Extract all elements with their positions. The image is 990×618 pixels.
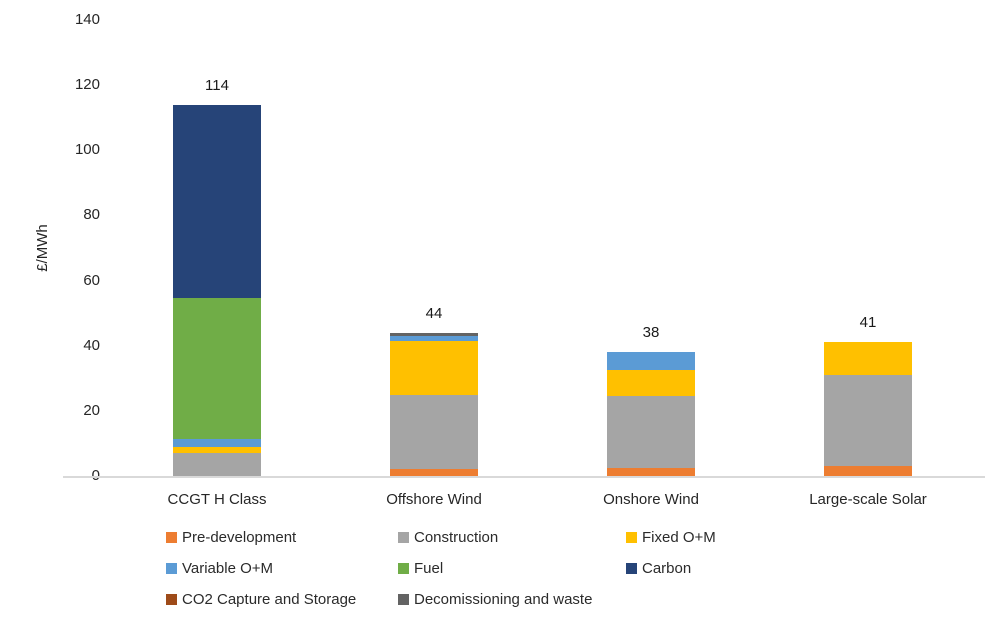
x-axis-line [63, 476, 985, 478]
legend-item-fixed-o-m: Fixed O+M [626, 527, 716, 547]
legend-item-variable-o-m: Variable O+M [166, 558, 273, 578]
bar-total-label: 114 [205, 76, 229, 94]
bar-segment-fixed-o-m [173, 446, 261, 454]
bar-total-label: 44 [425, 304, 443, 322]
bar-segment-variable-o-m [173, 438, 261, 447]
legend-swatch-icon [398, 593, 409, 605]
legend-label: Carbon [642, 559, 692, 577]
y-tick-label: 80 [83, 206, 100, 224]
legend-swatch-icon [166, 593, 177, 605]
bar-segment-fixed-o-m [824, 342, 912, 376]
y-axis-title: £/MWh [34, 224, 51, 272]
bar-segment-fuel [173, 298, 261, 439]
legend-label: Fuel [414, 559, 444, 577]
x-axis-label: Onshore Wind [603, 491, 699, 508]
legend-item-carbon: Carbon [626, 558, 691, 578]
legend-swatch-icon [398, 562, 409, 574]
bar-segment-fixed-o-m [390, 340, 478, 395]
legend-item-construction: Construction [398, 527, 498, 547]
legend-label: Pre-development [182, 528, 297, 546]
legend-swatch-icon [626, 562, 637, 574]
bar-total-label: 41 [859, 314, 877, 332]
bar-segment-pre-development [390, 469, 478, 476]
legend-label: Fixed O+M [642, 528, 716, 546]
y-tick-label: 40 [83, 336, 100, 354]
y-tick-label: 140 [74, 11, 100, 28]
bar-segment-pre-development [607, 467, 695, 476]
y-tick-label: 20 [83, 401, 100, 419]
legend-label: CO2 Capture and Storage [182, 590, 357, 608]
bar-segment-pre-development [824, 466, 912, 476]
x-axis-label: CCGT H Class [167, 491, 267, 508]
legend-swatch-icon [166, 562, 177, 574]
bar-segment-carbon [173, 104, 261, 299]
y-tick-label: 120 [74, 76, 100, 94]
bar-segment-construction [824, 375, 912, 467]
legend-swatch-icon [166, 531, 177, 543]
legend-item-decomissioning-and-waste: Decomissioning and waste [398, 589, 592, 609]
y-tick-label: 100 [74, 141, 100, 159]
x-axis-label: Offshore Wind [386, 491, 482, 508]
legend-label: Construction [414, 528, 499, 546]
bar-segment-fixed-o-m [607, 370, 695, 397]
bar-segment-variable-o-m [390, 335, 478, 341]
legend-item-pre-development: Pre-development [166, 527, 296, 547]
bar-segment-construction [173, 453, 261, 476]
bar-segment-construction [607, 396, 695, 468]
legend-item-fuel: Fuel [398, 558, 443, 578]
legend-swatch-icon [626, 531, 637, 543]
bar-segment-decomissioning-and-waste [390, 332, 478, 336]
bar-total-label: 38 [642, 324, 660, 342]
legend-swatch-icon [398, 531, 409, 543]
legend-label: Decomissioning and waste [414, 590, 593, 608]
bar-segment-variable-o-m [607, 352, 695, 371]
legend-item-co2-capture-and-storage: CO2 Capture and Storage [166, 589, 356, 609]
y-tick-label: 60 [83, 271, 100, 289]
bar-segment-construction [390, 394, 478, 470]
y-tick-label: 0 [38, 466, 100, 486]
x-axis-label: Large-scale Solar [809, 491, 927, 508]
legend-label: Variable O+M [182, 559, 274, 577]
